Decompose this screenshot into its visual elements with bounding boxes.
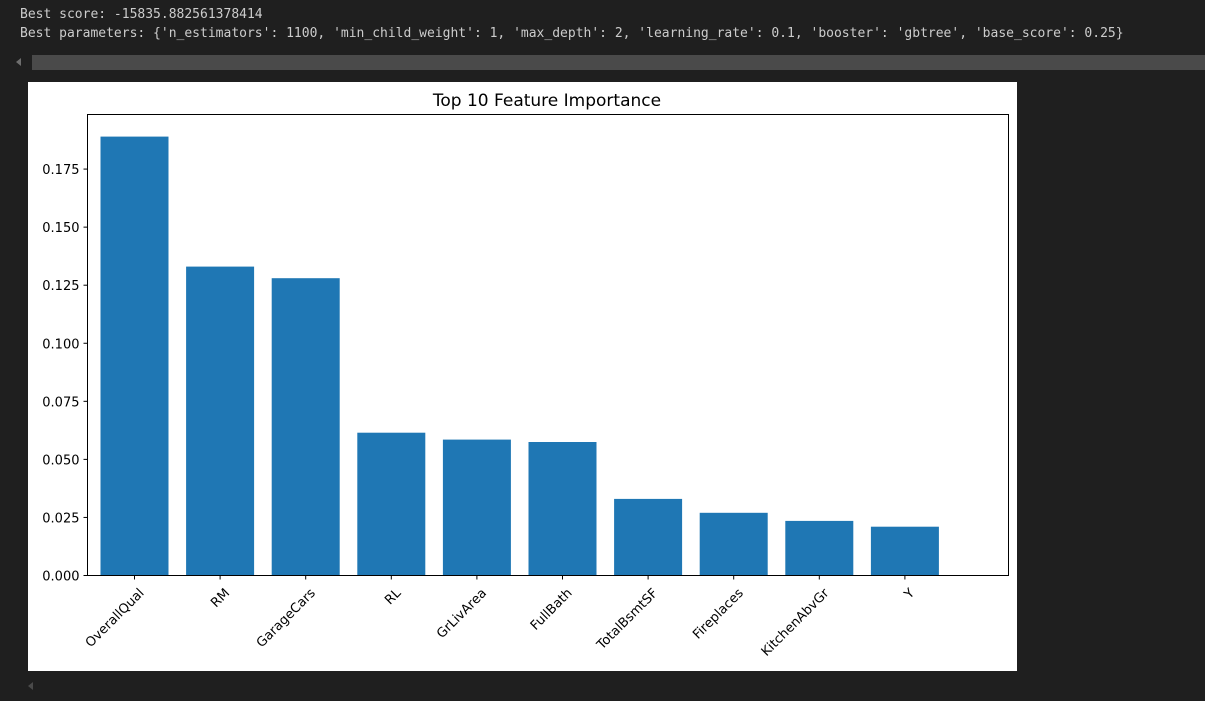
x-tick-label: KitchenAbvGr [759, 585, 833, 659]
bottom-scrollbar[interactable] [0, 678, 1205, 695]
x-tick-label: GrLivArea [434, 586, 490, 642]
y-tick-label: 0.075 [42, 395, 79, 410]
y-tick-label: 0.025 [42, 511, 79, 526]
bar-grlivarea [442, 439, 511, 576]
bar-y [870, 526, 939, 576]
x-tick-label: RL [382, 585, 405, 608]
x-tick-label: FullBath [528, 586, 576, 634]
bar-kitchenabvgr [785, 520, 854, 576]
bar-chart: Top 10 Feature Importance 0.000 0.025 0.05… [42, 91, 1009, 660]
y-tick-label: 0.125 [42, 279, 79, 294]
bar-fireplaces [699, 512, 768, 576]
bar-overallqual [100, 136, 169, 576]
plot-figure: Top 10 Feature Importance 0.000 0.025 0.05… [28, 82, 1017, 671]
chart-title: Top 10 Feature Importance [432, 91, 661, 111]
scrollbar-thumb[interactable] [32, 55, 1205, 70]
bar-fullbath [528, 442, 597, 576]
y-tick-label: 0.050 [42, 453, 79, 468]
y-tick-label: 0.000 [42, 570, 79, 585]
x-tick-label: TotalBsmtSF [594, 586, 662, 654]
horizontal-scrollbar[interactable] [0, 54, 1205, 71]
y-tick-label: 0.175 [42, 163, 79, 178]
bar-garagecars [271, 278, 340, 576]
x-tick-label: RM [208, 586, 233, 611]
x-tick-label: GarageCars [254, 586, 319, 651]
bar-rl [357, 432, 426, 576]
x-tick-label: OverallQual [83, 586, 148, 651]
y-tick-label: 0.100 [42, 337, 79, 352]
x-tick-label: Y [901, 586, 918, 603]
axes-frame [87, 114, 1009, 576]
scroll-left-arrow-icon[interactable] [16, 58, 21, 66]
best-parameters-text: Best parameters: {'n_estimators': 1100, … [20, 26, 1124, 41]
y-tick-label: 0.150 [42, 221, 79, 236]
bar-totalbsmtsf [614, 498, 683, 576]
bar-rm [186, 266, 255, 576]
x-tick-label: Fireplaces [690, 586, 747, 643]
scroll-left-arrow-icon[interactable] [28, 682, 33, 690]
best-score-text: Best score: -15835.882561378414 [20, 7, 263, 22]
